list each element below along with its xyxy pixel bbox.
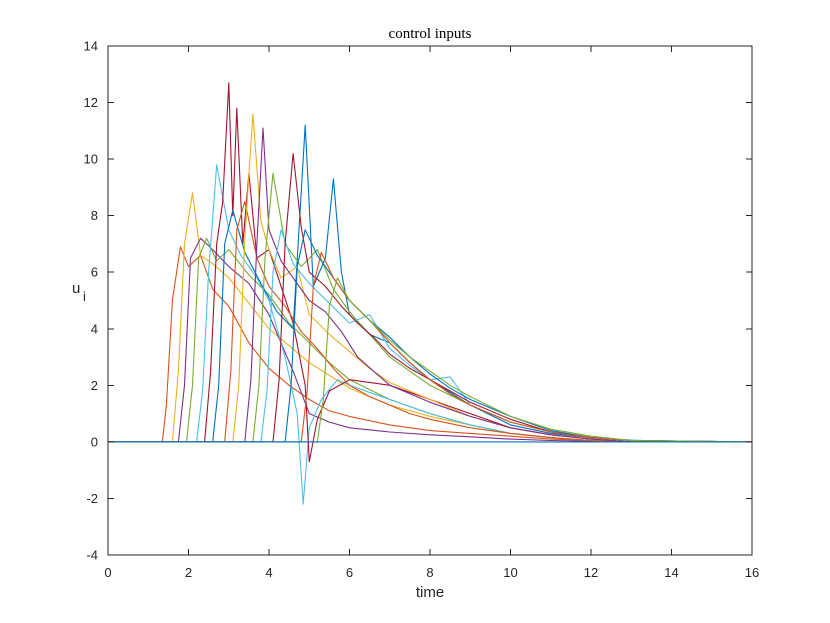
- x-tick-label: 6: [346, 565, 353, 580]
- series-line-14: [108, 229, 753, 443]
- y-tick-label: 10: [84, 152, 98, 167]
- y-tick-label: 4: [91, 321, 98, 336]
- plot-area: [108, 82, 753, 505]
- axes-group: 0 2 4 6 8 10 12 14 16 -4 -2 0 2 4 6 8 10 12 14: [84, 39, 760, 581]
- series-group: [108, 82, 753, 505]
- series-line-4: [108, 237, 752, 443]
- x-axis-label: time: [416, 584, 444, 601]
- y-tick-label: 2: [91, 378, 98, 393]
- x-tick-label: 10: [503, 565, 517, 580]
- series-line-13: [108, 152, 753, 443]
- series-line-7: [108, 124, 753, 443]
- series-line-2: [108, 192, 752, 443]
- x-tick-label: 4: [265, 565, 272, 580]
- y-tick-label: 6: [91, 265, 98, 280]
- series-line-1: [108, 246, 752, 443]
- series-line-3: [108, 237, 752, 443]
- x-ticks: 0 2 4 6 8 10 12 14 16: [104, 46, 759, 580]
- x-tick-label: 8: [426, 565, 433, 580]
- x-tick-label: 14: [664, 565, 678, 580]
- y-axis-label-subscript: i: [83, 289, 86, 304]
- series-line-8: [108, 200, 752, 443]
- x-tick-label: 0: [104, 565, 111, 580]
- x-tick-label: 2: [185, 565, 192, 580]
- series-line-12: [108, 229, 753, 443]
- series-line-11: [108, 172, 753, 443]
- y-tick-label: 12: [84, 95, 98, 110]
- x-tick-label: 12: [584, 565, 598, 580]
- axes-box: [107, 45, 753, 556]
- y-axis-label: u: [72, 280, 80, 297]
- series-line-6: [108, 82, 752, 463]
- y-tick-label: 0: [91, 434, 98, 449]
- y-tick-label: -2: [86, 491, 98, 506]
- series-line-9: [108, 113, 752, 443]
- chart-title: control inputs: [389, 26, 472, 42]
- series-line-15: [108, 251, 753, 443]
- y-tick-label: -4: [86, 548, 98, 563]
- series-line-10: [108, 127, 752, 443]
- series-line-5: [108, 164, 752, 505]
- y-ticks: -4 -2 0 2 4 6 8 10 12 14: [84, 39, 752, 563]
- x-tick-label: 16: [745, 565, 759, 580]
- y-tick-label: 8: [91, 208, 98, 223]
- y-axis-label-group: u i: [72, 280, 86, 304]
- y-tick-label: 14: [84, 39, 98, 54]
- series-line-16: [108, 277, 753, 443]
